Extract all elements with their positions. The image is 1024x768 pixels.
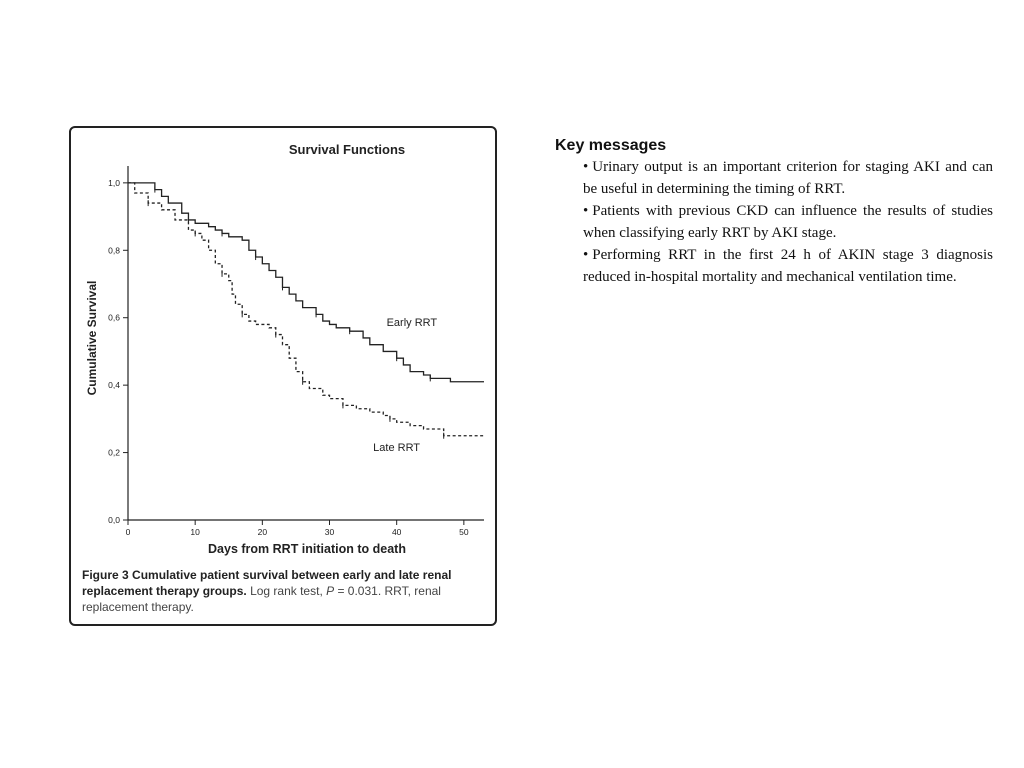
chart-title: Survival Functions — [289, 142, 405, 157]
early-rrt-label: Early RRT — [387, 317, 438, 329]
x-tick-label: 30 — [325, 527, 335, 537]
x-tick-label: 0 — [126, 527, 131, 537]
key-message-item: • Urinary output is an important criterio… — [583, 156, 993, 200]
key-messages-list: • Urinary output is an important criterio… — [555, 156, 993, 288]
series-labels: Early RRT Late RRT — [373, 317, 437, 454]
caption-text-2: = 0.031. RRT, renal replacement therapy. — [82, 584, 441, 614]
caption-label: Figure 3 — [82, 568, 129, 582]
y-tick-label: 0,8 — [108, 245, 120, 255]
bullet-icon: • — [583, 203, 589, 219]
y-tick-label: 1,0 — [108, 178, 120, 188]
bullet-icon: • — [583, 159, 589, 175]
figure-caption: Figure 3 Cumulative patient survival bet… — [82, 567, 490, 615]
key-messages-box: Key messages • Urinary output is an impor… — [555, 136, 993, 288]
x-tick-label: 20 — [258, 527, 268, 537]
x-tick-label: 50 — [459, 527, 469, 537]
y-tick-label: 0,6 — [108, 313, 120, 323]
y-tick-label: 0,2 — [108, 448, 120, 458]
x-tick-label: 40 — [392, 527, 402, 537]
late-rrt-label: Late RRT — [373, 442, 420, 454]
y-tick-label: 0,4 — [108, 380, 120, 390]
key-message-text: Performing RRT in the first 24 h of AKIN… — [583, 247, 993, 285]
key-message-text: Patients with previous CKD can influence… — [583, 203, 993, 241]
y-tick-label: 0,0 — [108, 515, 120, 525]
early-rrt-line — [128, 182, 484, 383]
series-lines — [128, 182, 484, 439]
y-axis-label: Cumulative Survival — [85, 281, 99, 396]
survival-chart: Survival Functions Cumulative Survival D… — [85, 142, 484, 556]
key-message-item: • Patients with previous CKD can influenc… — [583, 200, 993, 244]
figure-panel: Survival Functions Cumulative Survival D… — [69, 126, 497, 626]
key-message-item: • Performing RRT in the first 24 h of AKI… — [583, 244, 993, 288]
key-messages-title: Key messages — [555, 137, 667, 154]
x-axis-label: Days from RRT initiation to death — [208, 542, 406, 556]
caption-p-symbol: P — [326, 584, 335, 598]
late-rrt-line — [128, 182, 484, 437]
x-tick-label: 10 — [190, 527, 200, 537]
axes: 0,0 0,2 0,4 0,6 0,8 1,0 0 10 20 30 40 50 — [108, 166, 484, 537]
bullet-icon: • — [583, 247, 589, 263]
caption-bold-text: Cumulative patient survival between earl… — [82, 568, 452, 598]
key-message-text: Urinary output is an important criterion… — [583, 159, 993, 197]
caption-text: Log rank test, — [250, 584, 327, 598]
